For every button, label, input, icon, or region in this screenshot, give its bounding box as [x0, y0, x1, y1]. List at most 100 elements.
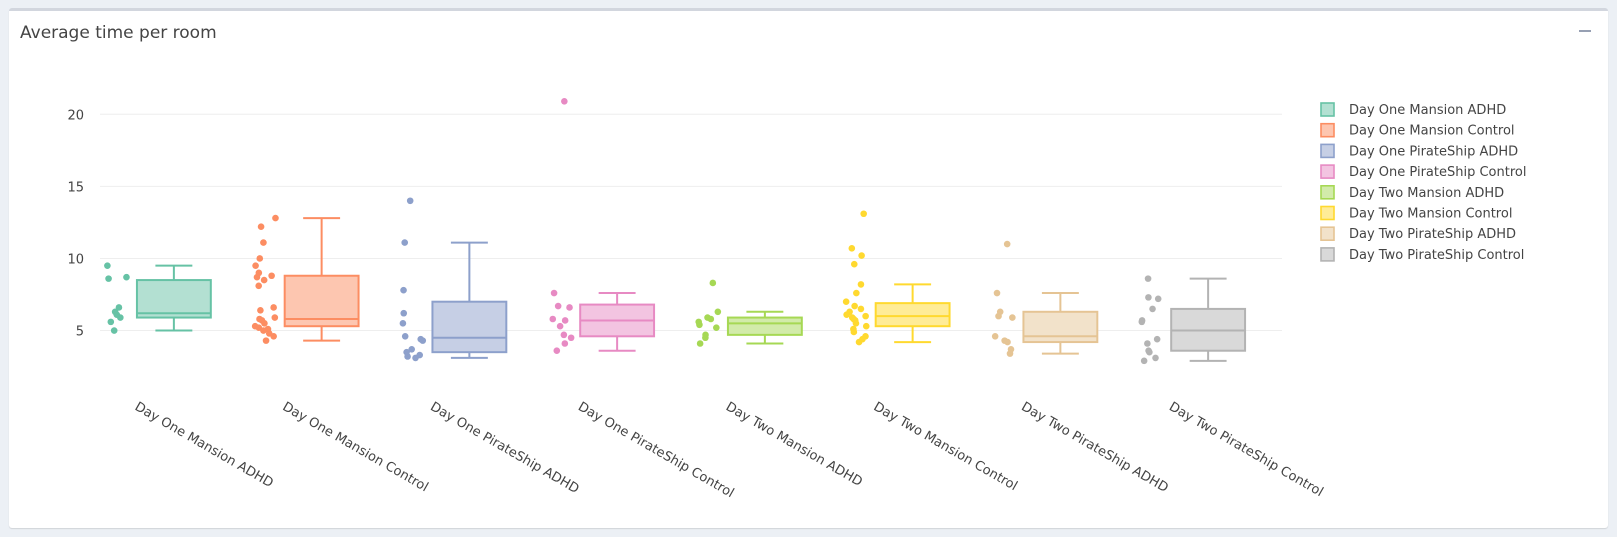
data-point[interactable]: [843, 311, 850, 318]
data-point[interactable]: [567, 334, 575, 342]
data-point[interactable]: [560, 331, 568, 339]
legend-item-label[interactable]: Day One PirateShip ADHD: [1349, 144, 1518, 159]
data-point[interactable]: [709, 279, 717, 287]
data-point[interactable]: [260, 239, 267, 246]
box-5[interactable]: [726, 316, 803, 336]
legend-swatch[interactable]: [1320, 247, 1335, 262]
data-point[interactable]: [107, 318, 115, 326]
legend-item-label[interactable]: Day Two Mansion Control: [1349, 207, 1512, 222]
legend-swatch[interactable]: [1320, 143, 1335, 159]
data-point[interactable]: [550, 289, 558, 297]
data-point[interactable]: [268, 272, 275, 280]
data-point[interactable]: [117, 314, 124, 321]
legend-swatch[interactable]: [1320, 102, 1335, 117]
data-point[interactable]: [400, 286, 407, 294]
data-point[interactable]: [857, 305, 865, 313]
data-point[interactable]: [408, 345, 416, 353]
data-point[interactable]: [253, 273, 261, 281]
data-point[interactable]: [406, 197, 414, 205]
data-point[interactable]: [401, 333, 409, 340]
data-point[interactable]: [850, 328, 858, 336]
data-point[interactable]: [862, 312, 869, 320]
data-point[interactable]: [1006, 350, 1014, 357]
data-point[interactable]: [256, 255, 264, 262]
data-point[interactable]: [842, 298, 850, 305]
data-point[interactable]: [702, 334, 709, 342]
data-point[interactable]: [566, 304, 573, 311]
data-point[interactable]: [1145, 294, 1152, 301]
data-point[interactable]: [853, 289, 860, 297]
data-point[interactable]: [1004, 338, 1011, 346]
data-point[interactable]: [270, 304, 277, 311]
data-point[interactable]: [105, 275, 112, 282]
data-point[interactable]: [419, 337, 427, 344]
data-point[interactable]: [1003, 240, 1011, 248]
data-point[interactable]: [991, 333, 999, 340]
data-point[interactable]: [993, 289, 1001, 297]
legend-swatch[interactable]: [1320, 205, 1335, 221]
data-point[interactable]: [262, 337, 270, 344]
minus-icon[interactable]: [1576, 21, 1594, 39]
data-point[interactable]: [270, 333, 277, 340]
data-point[interactable]: [851, 302, 858, 310]
data-point[interactable]: [860, 210, 867, 218]
data-point[interactable]: [707, 315, 715, 323]
box-2[interactable]: [283, 274, 360, 328]
data-point[interactable]: [850, 260, 858, 268]
data-point[interactable]: [271, 314, 279, 321]
data-point[interactable]: [714, 308, 722, 316]
data-point[interactable]: [696, 321, 703, 329]
legend-item-label[interactable]: Day One PirateShip Control: [1349, 165, 1526, 180]
data-point[interactable]: [272, 214, 279, 222]
legend-item-label[interactable]: Day Two Mansion ADHD: [1349, 186, 1504, 201]
data-point[interactable]: [713, 324, 720, 331]
data-point[interactable]: [1146, 348, 1153, 356]
data-point[interactable]: [852, 320, 860, 327]
data-point[interactable]: [255, 282, 262, 290]
data-point[interactable]: [400, 309, 408, 317]
legend-swatch[interactable]: [1320, 164, 1335, 179]
data-point[interactable]: [257, 223, 265, 231]
data-point[interactable]: [1144, 275, 1152, 282]
data-point[interactable]: [855, 338, 863, 346]
data-point[interactable]: [561, 97, 568, 105]
data-point[interactable]: [260, 327, 267, 334]
legend-item-label[interactable]: Day Two PirateShip Control: [1349, 248, 1524, 263]
legend-swatch[interactable]: [1320, 226, 1335, 241]
data-point[interactable]: [1138, 318, 1146, 326]
box-6[interactable]: [874, 302, 951, 328]
data-point[interactable]: [404, 353, 411, 360]
data-point[interactable]: [848, 245, 856, 252]
data-point[interactable]: [399, 320, 407, 327]
data-point[interactable]: [1153, 335, 1161, 343]
box-3[interactable]: [431, 300, 508, 354]
box-7[interactable]: [1022, 310, 1099, 344]
legend-item-label[interactable]: Day Two PirateShip ADHD: [1349, 227, 1516, 242]
data-point[interactable]: [561, 340, 569, 347]
data-point[interactable]: [561, 317, 569, 324]
data-point[interactable]: [401, 239, 409, 246]
data-point[interactable]: [1009, 314, 1016, 321]
data-point[interactable]: [260, 276, 268, 284]
data-point[interactable]: [556, 322, 564, 330]
data-point[interactable]: [1149, 305, 1156, 313]
data-point[interactable]: [123, 273, 130, 281]
data-point[interactable]: [857, 281, 865, 288]
legend-swatch[interactable]: [1320, 122, 1335, 138]
data-point[interactable]: [115, 304, 123, 311]
data-point[interactable]: [1140, 357, 1148, 365]
data-point[interactable]: [696, 340, 704, 347]
data-point[interactable]: [252, 262, 259, 269]
data-point[interactable]: [1154, 295, 1162, 303]
legend-item-label[interactable]: Day One Mansion ADHD: [1349, 103, 1506, 118]
data-point[interactable]: [549, 315, 557, 323]
data-point[interactable]: [104, 262, 111, 269]
data-point[interactable]: [995, 312, 1002, 320]
box-1[interactable]: [135, 279, 212, 319]
data-point[interactable]: [862, 322, 870, 330]
data-point[interactable]: [553, 347, 561, 355]
data-point[interactable]: [110, 327, 118, 334]
data-point[interactable]: [261, 320, 268, 327]
legend-item-label[interactable]: Day One Mansion Control: [1349, 124, 1515, 139]
data-point[interactable]: [412, 354, 419, 362]
